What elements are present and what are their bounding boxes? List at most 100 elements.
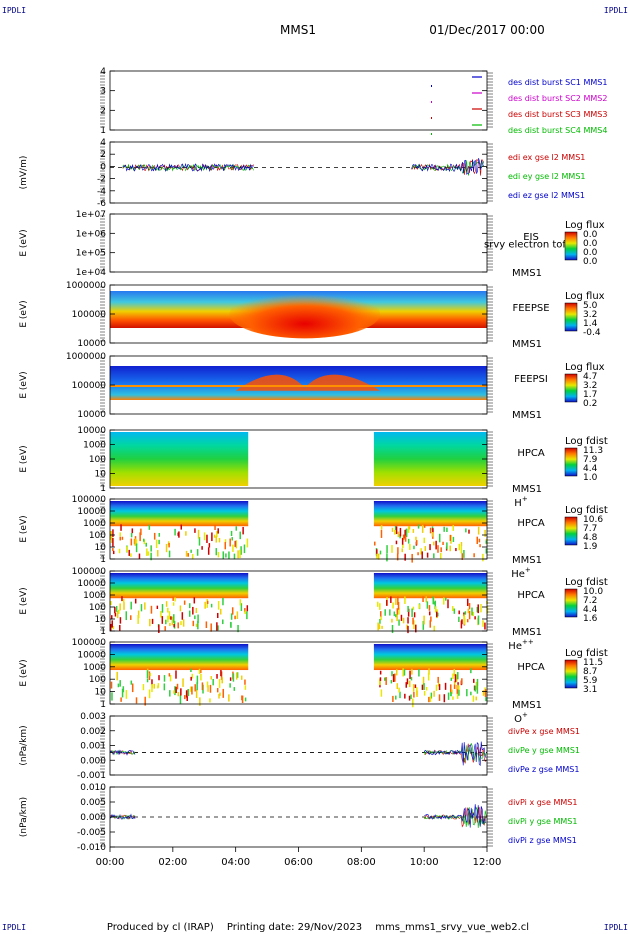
instrument-label: FEEPSE: [512, 303, 549, 314]
spectrogram-pixel: [428, 696, 430, 703]
corner-label-bottom-left: IPDLI: [2, 923, 27, 932]
corner-label-bottom-right: IPDLI: [603, 923, 628, 932]
y-tick-label: 100000: [72, 310, 107, 320]
spectrogram-pixel: [240, 603, 243, 611]
spectrogram-pixel: [177, 692, 180, 697]
spectrogram-pixel: [479, 544, 481, 548]
colorbar-title: Log flux: [565, 362, 605, 373]
spectrogram-pixel: [467, 608, 469, 614]
spectrogram-pixel: [240, 675, 243, 680]
spectrogram-pixel: [191, 553, 194, 560]
spectrogram-pixel: [163, 675, 166, 682]
spectrogram-pixel: [120, 524, 122, 531]
spectrogram-pixel: [175, 670, 177, 679]
spectrogram-pixel: [146, 678, 149, 683]
spectrogram-pixel: [423, 537, 425, 544]
corner-label-top-left: IPDLI: [2, 6, 27, 15]
spectrogram-pixel: [386, 553, 388, 562]
spectrogram-pixel: [395, 526, 398, 535]
spectrogram-pixel: [116, 671, 118, 681]
spectrogram-pixel: [123, 598, 125, 603]
colorbar-title: Log flux: [565, 291, 605, 302]
spectrogram-pixel: [164, 626, 166, 631]
y-tick-label: 1000: [83, 441, 106, 451]
spectrogram-pixel: [234, 615, 236, 620]
spectrogram-pixel: [396, 614, 398, 622]
spectrogram-pixel: [473, 678, 475, 683]
colorbar-title: Log fdist: [565, 577, 608, 588]
y-axis-label: E (eV): [19, 229, 29, 256]
spectrogram-pixel: [150, 552, 152, 561]
series-trace: [411, 160, 484, 176]
spectrogram-pixel: [215, 548, 218, 556]
spectrogram-pixel: [429, 696, 432, 702]
spectrogram-pixel: [151, 618, 154, 624]
spectrogram-pixel: [429, 620, 432, 628]
series-trace: [109, 813, 136, 820]
spectrogram-pixel: [410, 694, 412, 700]
spectrogram-pixel: [144, 602, 146, 610]
overlay-label: srvy electron tof: [484, 240, 566, 251]
y-tick-label: 1: [100, 700, 106, 710]
spectrogram-pixel: [450, 684, 452, 694]
spectrogram-pixel: [199, 697, 201, 706]
y-tick-label: -6: [97, 199, 106, 209]
spectrogram-pixel: [110, 623, 112, 631]
series-trace: [122, 162, 254, 172]
spectrogram-pixel: [153, 532, 156, 540]
spectrogram-pixel: [437, 676, 439, 683]
spectrogram-pixel: [217, 601, 220, 610]
spectrogram-pixel: [449, 534, 452, 541]
spectrogram-pixel: [476, 536, 478, 545]
spectrogram-pixel: [485, 540, 487, 544]
spectrogram-pixel: [207, 685, 209, 692]
instrument-label: HPCA: [517, 448, 545, 459]
spectrogram-pixel: [121, 596, 123, 602]
spectrogram-pixel: [185, 690, 188, 698]
x-tick-label: 08:00: [347, 857, 376, 868]
y-tick-label: 3: [100, 87, 106, 97]
spectrogram-pixel: [167, 615, 169, 623]
spectrogram-pixel: [475, 681, 478, 690]
spectrogram-pixel: [463, 612, 465, 617]
spectrogram-pixel: [155, 539, 158, 549]
spectrogram-pixel: [165, 543, 168, 553]
panels-group: 4 3 2 1 des dist burst SC1 MMS1 des dist burs…: [19, 67, 608, 853]
spectrogram-pixel: [218, 679, 221, 688]
spectrogram-pixel: [112, 537, 114, 547]
spectrogram-pixel: [230, 530, 233, 536]
spectrogram-fill: [373, 573, 487, 599]
spectrogram-pixel: [217, 551, 220, 558]
spectrogram-pixel: [115, 605, 118, 612]
spectrogram-pixel: [400, 614, 403, 621]
spectrogram-pixel: [454, 674, 457, 683]
spectrogram-pixel: [134, 598, 137, 604]
spectrogram-pixel: [395, 669, 398, 676]
colorbar-title: Log fdist: [565, 436, 608, 447]
footer-line: Produced by cl (IRAP) Printing date: 29/…: [107, 922, 529, 933]
colorbar-tick-label: 11.5: [583, 658, 603, 668]
spectrogram-pixel: [244, 685, 247, 690]
plot-title: MMS1: [280, 23, 316, 37]
spectrogram-pixel: [408, 526, 411, 530]
charge-label: ++: [522, 638, 534, 646]
spectrogram-pixel: [230, 621, 232, 627]
spectrogram-pixel: [422, 596, 424, 602]
spectrogram-pixel: [151, 684, 153, 693]
spacecraft-label: MMS1: [512, 339, 542, 350]
spectrogram-pixel: [442, 541, 444, 545]
spectrogram-pixel: [389, 609, 391, 616]
spectrogram-pixel: [149, 618, 151, 627]
instrument-label: FEEPSI: [514, 374, 548, 385]
spectrogram-pixel: [229, 538, 231, 547]
legend-entry: divPi y gse MMS1: [508, 817, 577, 826]
charge-label: +: [525, 566, 531, 574]
y-tick-label: 4: [100, 138, 106, 148]
colorbar-title: Log flux: [565, 220, 605, 231]
colorbar: [564, 659, 578, 689]
spectrogram-pixel: [434, 606, 437, 613]
spectrogram-pixel: [433, 625, 435, 632]
spectrogram-pixel: [236, 611, 239, 619]
x-tick-label: 00:00: [96, 857, 125, 868]
